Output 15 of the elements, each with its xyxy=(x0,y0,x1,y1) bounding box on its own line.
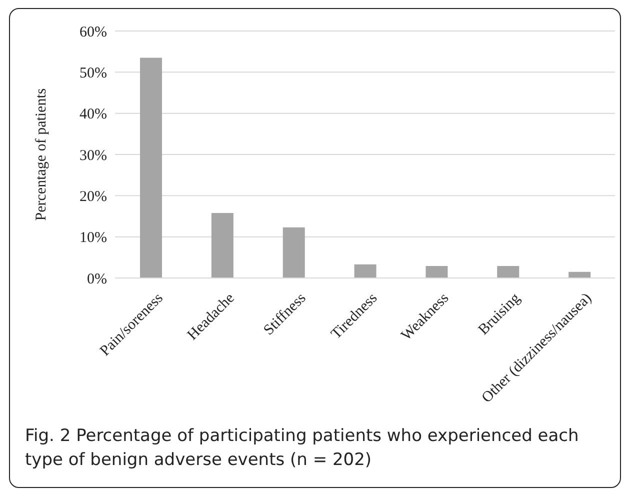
bar xyxy=(282,227,305,278)
y-tick-label: 20% xyxy=(80,188,107,205)
y-tick-label: 0% xyxy=(87,271,107,288)
y-tick-label: 30% xyxy=(80,148,107,164)
bar xyxy=(497,266,520,278)
bar xyxy=(354,264,376,278)
bar xyxy=(140,58,162,278)
y-tick-label: 50% xyxy=(80,65,107,82)
bar xyxy=(211,212,234,278)
y-tick-label: 40% xyxy=(80,106,107,123)
bar xyxy=(426,266,448,278)
y-tick-label: 60% xyxy=(80,24,107,40)
y-tick-label: 10% xyxy=(80,230,107,246)
caption: Fig. 2 Percentage of participating patients who experienced each type of benign adverse events (n = 202) xyxy=(25,425,580,472)
y-axis-title: Percentage of patients xyxy=(33,88,50,221)
